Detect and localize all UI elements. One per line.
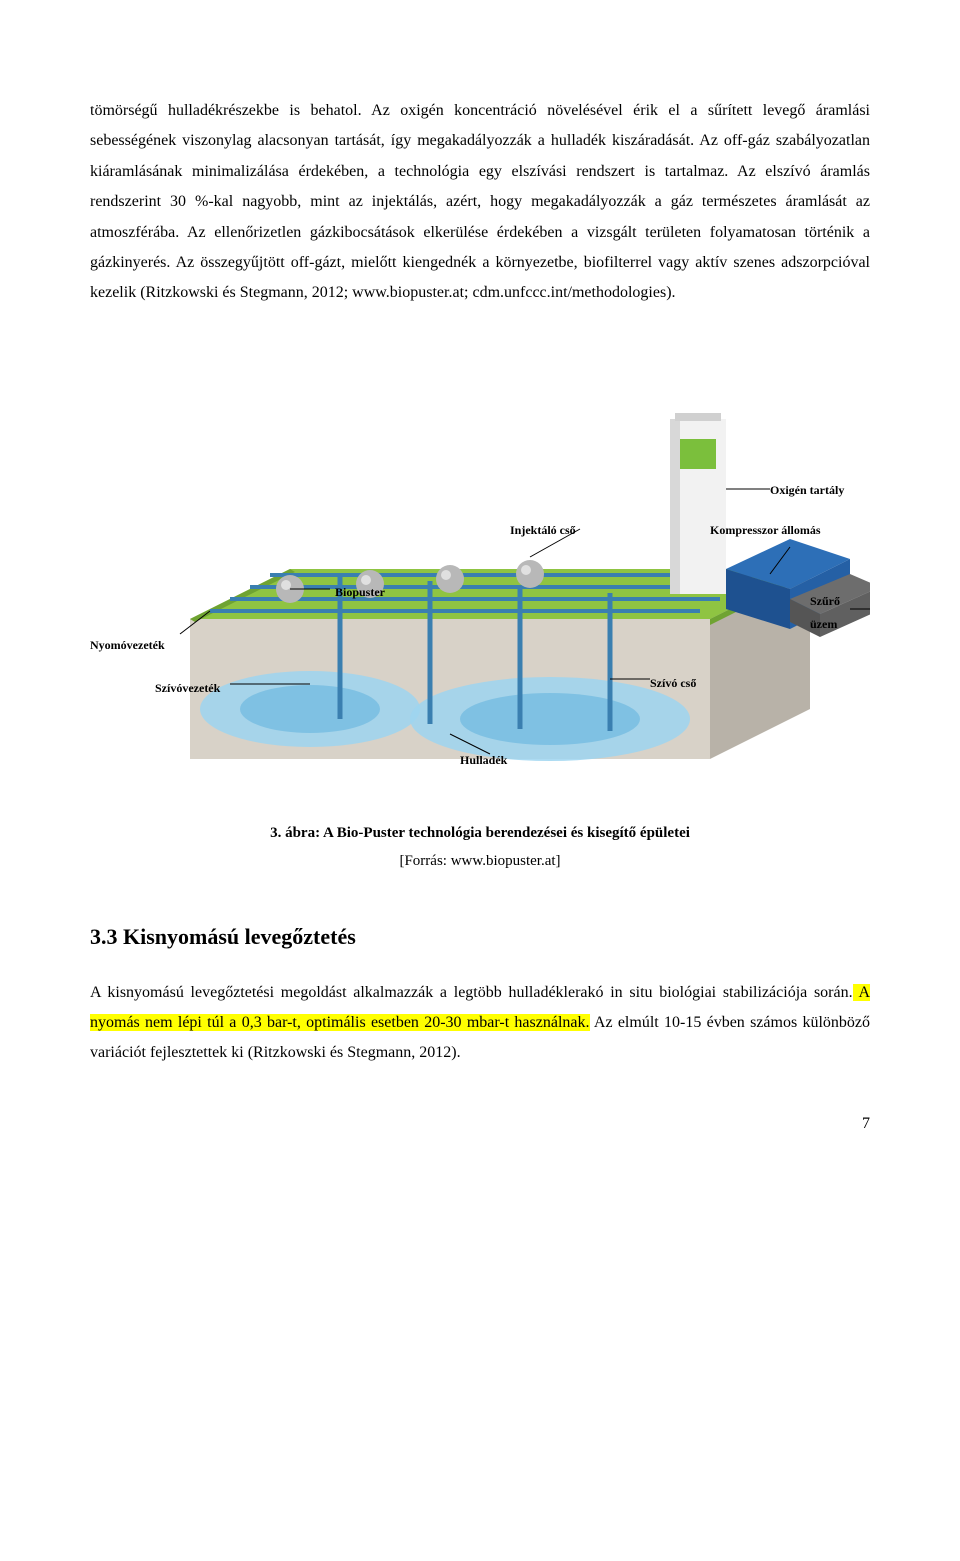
section-number: 3.3 xyxy=(90,924,118,949)
section-title: Kisnyomású levegőztetés xyxy=(123,924,356,949)
figure-3: Oxigén tartály Injektáló cső Kompresszor… xyxy=(90,359,870,876)
label-kompresszor: Kompresszor állomás xyxy=(710,519,821,542)
label-biopuster: Biopuster xyxy=(335,581,385,604)
label-nyomovezetek: Nyomóvezeték xyxy=(90,634,165,657)
label-hulladek: Hulladék xyxy=(460,749,507,772)
label-szuro-uzem: Szűrő üzem xyxy=(810,590,870,636)
label-szivo-cso: Szívó cső xyxy=(650,672,696,695)
label-szivovezetek: Szívóvezeték xyxy=(155,677,220,700)
section-heading: 3.3 Kisnyomású levegőztetés xyxy=(90,916,870,958)
figure-caption: 3. ábra: A Bio-Puster technológia berend… xyxy=(90,819,870,876)
paragraph-2: A kisnyomású levegőztetési megoldást alk… xyxy=(90,978,870,1069)
label-injektalo-cso: Injektáló cső xyxy=(510,519,576,542)
paragraph-2-part1: A kisnyomású levegőztetési megoldást alk… xyxy=(90,984,853,1001)
figure-caption-title: 3. ábra: A Bio-Puster technológia berend… xyxy=(270,825,690,841)
paragraph-1: tömörségű hulladékrészekbe is behatol. A… xyxy=(90,96,870,309)
label-oxigen-tartaly: Oxigén tartály xyxy=(770,479,844,502)
figure-caption-source: [Forrás: www.biopuster.at] xyxy=(90,847,870,876)
figure-svg xyxy=(90,359,870,799)
page-number: 7 xyxy=(90,1109,870,1139)
